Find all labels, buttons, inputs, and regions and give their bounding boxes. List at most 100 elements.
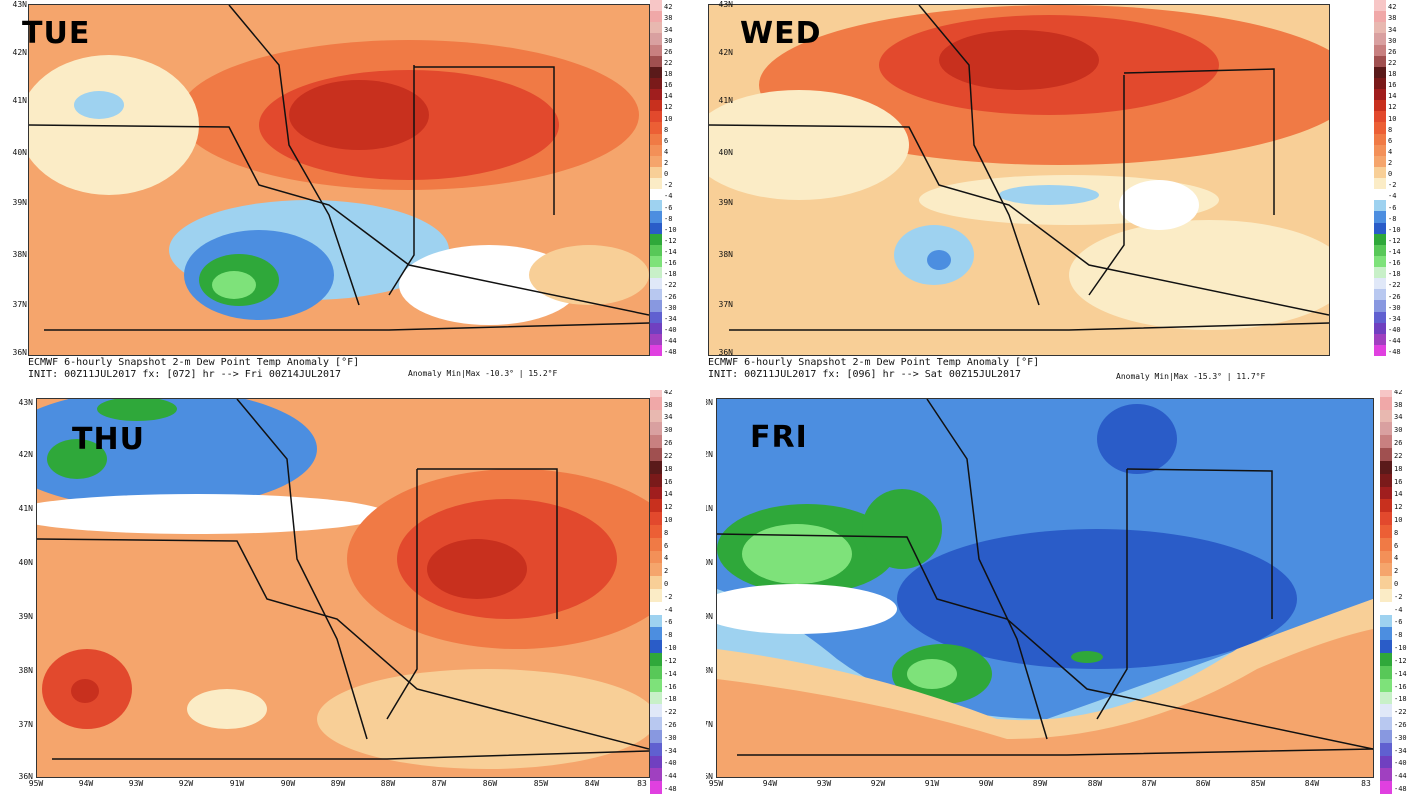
colorbar-swatch bbox=[1380, 563, 1392, 577]
lon-tick: 89W bbox=[330, 779, 346, 788]
colorbar-tick-label: -40 bbox=[664, 759, 677, 768]
lat-tick: 40N bbox=[18, 558, 33, 567]
colorbar-swatch bbox=[650, 278, 662, 290]
colorbar-tick-label: -10 bbox=[1394, 644, 1407, 653]
colorbar-tick-label: 30 bbox=[1394, 426, 1403, 435]
colorbar-swatch bbox=[650, 627, 662, 641]
colorbar-tue bbox=[650, 0, 662, 356]
colorbar-swatch bbox=[1380, 448, 1392, 461]
colorbar-swatch bbox=[1380, 460, 1392, 474]
caption-title: ECMWF 6-hourly Snapshot 2-m Dew Point Te… bbox=[28, 357, 360, 368]
colorbar-swatch bbox=[650, 22, 662, 34]
colorbar-swatch bbox=[650, 601, 662, 615]
colorbar-tick-label: 16 bbox=[664, 81, 673, 90]
lat-tick: 39N bbox=[706, 612, 713, 621]
colorbar-swatch bbox=[1374, 55, 1386, 67]
lon-tick: 87W bbox=[431, 779, 447, 788]
colorbar-swatch bbox=[1374, 166, 1386, 178]
colorbar-tick-label: -4 bbox=[1394, 605, 1403, 614]
colorbar-tick-label: 4 bbox=[1394, 554, 1399, 563]
caption-title: ECMWF 6-hourly Snapshot 2-m Dew Point Te… bbox=[708, 357, 1040, 368]
colorbar-tick-label: 42 bbox=[1388, 3, 1397, 12]
colorbar-swatch bbox=[1380, 717, 1392, 730]
lat-tick: 37N bbox=[12, 300, 27, 309]
colorbar-ticks-wed: 42 38 34 30 26 22 18 16 14 12 10 8 6 4 2 0 -2 -4 -6 -8 -10 -1… bbox=[1388, 0, 1408, 356]
colorbar-swatch bbox=[650, 653, 662, 666]
lon-tick: 83 bbox=[1361, 779, 1371, 788]
lon-tick: 83 bbox=[637, 779, 647, 788]
colorbar-tick-label: -22 bbox=[664, 708, 677, 717]
colorbar-tick-label: 34 bbox=[664, 413, 673, 422]
colorbar-tick-label: 12 bbox=[1388, 103, 1397, 112]
colorbar-tick-label: 38 bbox=[1394, 400, 1403, 409]
colorbar-swatch bbox=[1374, 122, 1386, 134]
lon-tick: 88W bbox=[1087, 779, 1103, 788]
colorbar-swatch bbox=[650, 717, 662, 730]
colorbar-swatch bbox=[1380, 512, 1392, 525]
colorbar-tick-label: -44 bbox=[1388, 337, 1401, 346]
colorbar-swatch bbox=[1380, 601, 1392, 615]
colorbar-tick-label: -8 bbox=[664, 631, 673, 640]
colorbar-tick-label: -44 bbox=[664, 337, 677, 346]
colorbar-swatch bbox=[1380, 781, 1392, 794]
colorbar-tick-label: 12 bbox=[664, 503, 673, 512]
colorbar-tick-label: -8 bbox=[1394, 631, 1403, 640]
lon-tick: 94W bbox=[78, 779, 94, 788]
colorbar-swatch bbox=[1380, 614, 1392, 628]
colorbar-swatch bbox=[650, 267, 662, 279]
anomaly-range-wed: Anomaly Min|Max -15.3° | 11.7°F bbox=[1116, 372, 1266, 381]
colorbar-swatch bbox=[650, 200, 662, 212]
colorbar-tick-label: 4 bbox=[664, 147, 669, 156]
day-label-tue: TUE bbox=[22, 16, 91, 51]
colorbar-swatch bbox=[650, 189, 662, 201]
colorbar-swatch bbox=[650, 768, 662, 782]
colorbar-tick-label: 34 bbox=[1394, 413, 1403, 422]
colorbar-swatch bbox=[650, 289, 662, 301]
colorbar-tick-label: 2 bbox=[1388, 159, 1393, 168]
colorbar-fri bbox=[1380, 390, 1392, 794]
colorbar-tick-label: -16 bbox=[1394, 682, 1407, 691]
colorbar-swatch bbox=[650, 333, 662, 345]
colorbar-tick-label: -44 bbox=[664, 772, 677, 781]
colorbar-swatch bbox=[650, 704, 662, 718]
colorbar-tick-label: 0 bbox=[1388, 170, 1393, 179]
colorbar-swatch bbox=[1380, 653, 1392, 666]
colorbar-tick-label: -2 bbox=[1394, 592, 1403, 601]
colorbar-tick-label: 4 bbox=[1388, 147, 1393, 156]
colorbar-swatch bbox=[650, 691, 662, 705]
colorbar-tick-label: -18 bbox=[1388, 270, 1401, 279]
map-fri bbox=[716, 398, 1374, 778]
lat-tick: 42N bbox=[718, 48, 733, 57]
colorbar-swatch bbox=[650, 233, 662, 245]
colorbar-swatch bbox=[1374, 300, 1386, 312]
lat-tick: 40N bbox=[706, 558, 713, 567]
colorbar-swatch bbox=[650, 66, 662, 78]
colorbar-tick-label: -14 bbox=[664, 669, 677, 678]
colorbar-tick-label: -2 bbox=[664, 181, 673, 190]
colorbar-swatch bbox=[1374, 333, 1386, 345]
colorbar-tick-label: 14 bbox=[664, 92, 673, 101]
colorbar-ticks-fri: 42 38 34 30 26 22 18 16 14 12 10 8 6 4 2 0 -2 -4 -6 -8 -10 -1… bbox=[1394, 390, 1412, 794]
colorbar-swatch bbox=[1380, 755, 1392, 769]
colorbar-tick-label: -12 bbox=[1388, 236, 1401, 245]
colorbar-tick-label: 14 bbox=[1388, 92, 1397, 101]
lat-tick: 37N bbox=[706, 720, 713, 729]
colorbar-tick-label: 8 bbox=[1394, 528, 1399, 537]
colorbar-swatch bbox=[1374, 255, 1386, 267]
lon-tick: 93W bbox=[128, 779, 144, 788]
colorbar-swatch bbox=[650, 155, 662, 167]
colorbar-tick-label: -14 bbox=[1394, 669, 1407, 678]
lat-tick: 37N bbox=[718, 300, 733, 309]
colorbar-swatch bbox=[1374, 77, 1386, 89]
colorbar-tick-label: 2 bbox=[1394, 567, 1399, 576]
colorbar-tick-label: 30 bbox=[664, 426, 673, 435]
lat-tick: 39N bbox=[18, 612, 33, 621]
colorbar-swatch bbox=[1380, 665, 1392, 679]
colorbar-tick-label: -18 bbox=[664, 695, 677, 704]
colorbar-tick-label: 38 bbox=[664, 14, 673, 23]
lon-tick: 92W bbox=[178, 779, 194, 788]
colorbar-swatch bbox=[650, 614, 662, 628]
colorbar-swatch bbox=[1380, 576, 1392, 589]
colorbar-tick-label: 26 bbox=[664, 47, 673, 56]
day-label-wed: WED bbox=[740, 16, 822, 51]
